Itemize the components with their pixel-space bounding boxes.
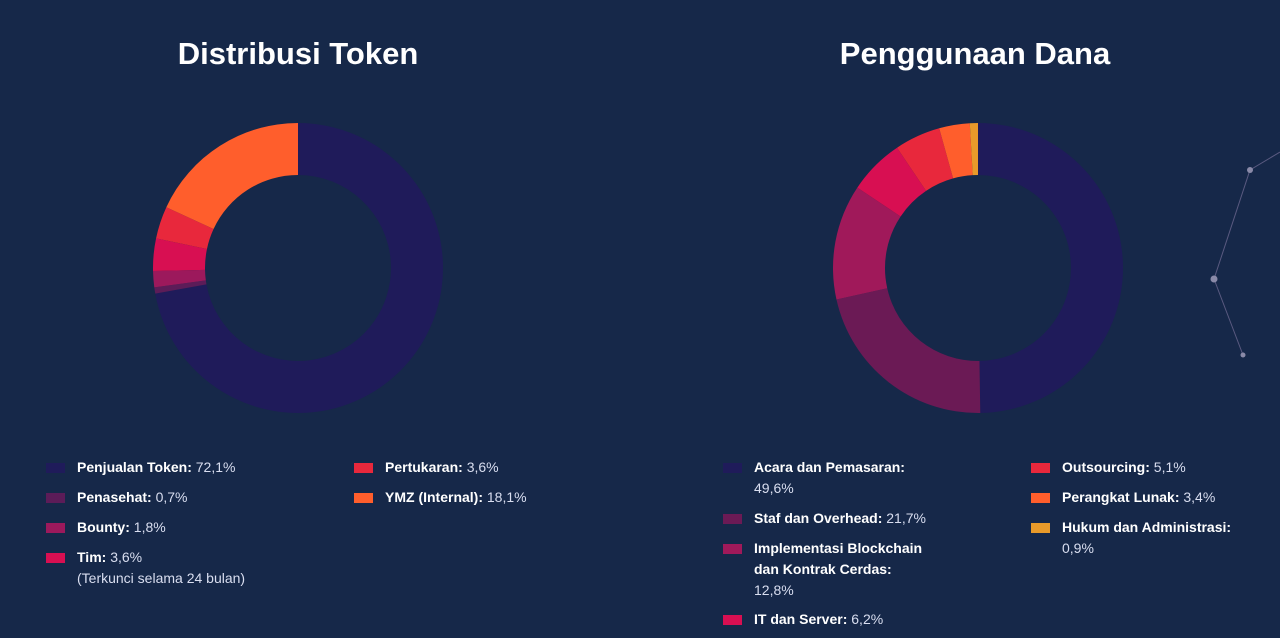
- fund-usage-donut: [833, 123, 1123, 413]
- legend-item-implementasi-blockchain-dan-kontrak-cerdas: Implementasi Blockchain dan Kontrak Cerd…: [723, 538, 934, 601]
- legend-value: 3,6%: [466, 459, 499, 475]
- donut-slice-tim: [153, 238, 207, 271]
- legend-label: YMZ (Internal):: [385, 489, 483, 505]
- legend-item-ymz-internal: YMZ (Internal): 18,1%: [354, 487, 585, 508]
- legend-label: IT dan Server:: [754, 611, 848, 627]
- donut-slice-perangkat-lunak: [939, 123, 973, 179]
- legend-swatch: [354, 493, 373, 503]
- legend-value: 5,1%: [1153, 459, 1186, 475]
- legend-label: Penasehat:: [77, 489, 152, 505]
- legend-label: Hukum dan Administrasi:: [1062, 519, 1232, 535]
- legend-value: 6,2%: [851, 611, 884, 627]
- legend-item-tim: Tim: 3,6% (Terkunci selama 24 bulan): [46, 547, 297, 589]
- legend-value: 21,7%: [886, 510, 926, 526]
- legend-value: 49,6%: [754, 480, 794, 496]
- legend-value: 0,9%: [1062, 540, 1094, 556]
- legend-swatch: [1031, 463, 1050, 473]
- donut-slice-implementasi-blockchain-dan-kontrak-cerdas: [833, 187, 901, 300]
- legend-swatch: [46, 493, 65, 503]
- legend-value: 18,1%: [486, 489, 527, 505]
- legend-value: 1,8%: [133, 519, 166, 535]
- legend-item-it-dan-server: IT dan Server: 6,2%: [723, 609, 934, 630]
- legend-label: Staf dan Overhead:: [754, 510, 883, 526]
- legend-label: Perangkat Lunak:: [1062, 489, 1180, 505]
- chart-title: Distribusi Token: [177, 36, 419, 71]
- token-distribution-donut: [153, 122, 443, 413]
- chart-title: Penggunaan Dana: [839, 36, 1111, 71]
- donut-slice-bounty: [153, 269, 206, 288]
- token-distribution-panel: Distribusi Token Penjualan Token: 72,1% P…: [0, 0, 600, 638]
- donut-slice-penjualan-token: [155, 123, 443, 413]
- legend-item-hukum-dan-administrasi: Hukum dan Administrasi: 0,9%: [1031, 517, 1262, 559]
- legend-label: Penjualan Token:: [77, 459, 192, 475]
- legend-value: 3,6%: [110, 549, 143, 565]
- legend-item-staf-dan-overhead: Staf dan Overhead: 21,7%: [723, 508, 954, 529]
- legend-swatch: [1031, 493, 1050, 503]
- donut-slice-penasehat: [154, 280, 207, 294]
- donut-slice-pertukaran: [156, 207, 214, 249]
- legend-label: Bounty:: [77, 519, 130, 535]
- legend-item-penjualan-token: Penjualan Token: 72,1%: [46, 457, 297, 478]
- legend-value: 12,8%: [754, 582, 794, 598]
- donut-slice-hukum-dan-administrasi: [969, 123, 978, 176]
- legend-swatch: [46, 553, 65, 563]
- legend-item-outsourcing: Outsourcing: 5,1%: [1031, 457, 1262, 478]
- legend-label: Outsourcing:: [1062, 459, 1150, 475]
- legend-swatch: [723, 463, 742, 473]
- donut-slice-outsourcing: [897, 128, 954, 191]
- donut-slice-ymz-internal: [166, 122, 298, 230]
- legend-swatch: [354, 463, 373, 473]
- legend-label: Tim:: [77, 549, 107, 565]
- donut-slice-staf-dan-overhead: [836, 288, 981, 413]
- legend-swatch: [723, 615, 742, 625]
- legend-swatch: [46, 463, 65, 473]
- legend-label: Acara dan Pemasaran:: [754, 459, 905, 475]
- legend-value: 0,7%: [155, 489, 188, 505]
- fund-usage-panel: Penggunaan Dana Acara dan Pemasaran: 49,…: [680, 0, 1280, 638]
- legend-label: Pertukaran:: [385, 459, 463, 475]
- legend-item-acara-dan-pemasaran: Acara dan Pemasaran: 49,6%: [723, 457, 934, 499]
- network-decoration: [1210, 151, 1280, 358]
- donut-slice-acara-dan-pemasaran: [978, 123, 1123, 413]
- legend-swatch: [1031, 523, 1050, 533]
- legend-swatch: [46, 523, 65, 533]
- legend-swatch: [723, 544, 742, 554]
- legend-item-penasehat: Penasehat: 0,7%: [46, 487, 297, 508]
- donut-slice-it-dan-server: [857, 147, 927, 217]
- legend-value: 72,1%: [195, 459, 236, 475]
- legend-item-bounty: Bounty: 1,8%: [46, 517, 297, 538]
- legend-item-pertukaran: Pertukaran: 3,6%: [354, 457, 585, 478]
- legend-swatch: [723, 514, 742, 524]
- legend-label: Implementasi Blockchain dan Kontrak Cerd…: [754, 540, 923, 577]
- legend-note: (Terkunci selama 24 bulan): [77, 570, 246, 586]
- legend-item-perangkat-lunak: Perangkat Lunak: 3,4%: [1031, 487, 1262, 508]
- legend-value: 3,4%: [1183, 489, 1216, 505]
